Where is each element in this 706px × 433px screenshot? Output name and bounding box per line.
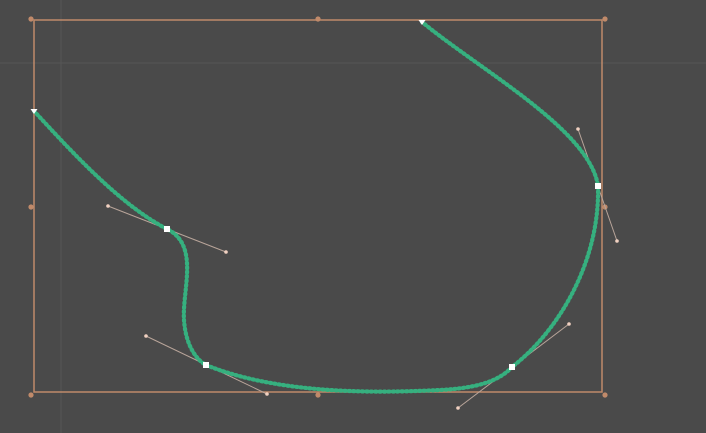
start-anchor[interactable] (30, 109, 38, 114)
resize-handle-middle-left[interactable] (28, 204, 34, 210)
resize-handle-top-right[interactable] (602, 16, 608, 22)
control-handles[interactable] (106, 127, 619, 410)
resize-handle-top-center[interactable] (315, 16, 321, 22)
handle-point[interactable] (576, 127, 580, 131)
anchor-point[interactable] (164, 226, 170, 232)
curve-stroke[interactable] (32, 20, 600, 394)
handle-point[interactable] (456, 406, 460, 410)
handle-point[interactable] (224, 250, 228, 254)
end-anchor[interactable] (418, 20, 426, 25)
resize-handle-bottom-left[interactable] (28, 392, 34, 398)
resize-handle-bottom-center[interactable] (315, 392, 321, 398)
anchor-point[interactable] (509, 364, 515, 370)
anchor-point[interactable] (203, 362, 209, 368)
anchor-point[interactable] (595, 183, 601, 189)
bounding-box[interactable] (28, 16, 608, 398)
resize-handle-bottom-right[interactable] (602, 392, 608, 398)
handle-point[interactable] (106, 204, 110, 208)
handle-point[interactable] (144, 334, 148, 338)
curve-beads (31, 19, 601, 394)
anchor-points[interactable] (30, 20, 602, 370)
bezier-curve[interactable] (31, 19, 601, 394)
bounding-box-frame[interactable] (33, 19, 603, 393)
handle-point[interactable] (567, 322, 571, 326)
resize-handle-top-left[interactable] (28, 16, 34, 22)
handle-point[interactable] (265, 392, 269, 396)
handle-point[interactable] (615, 239, 619, 243)
